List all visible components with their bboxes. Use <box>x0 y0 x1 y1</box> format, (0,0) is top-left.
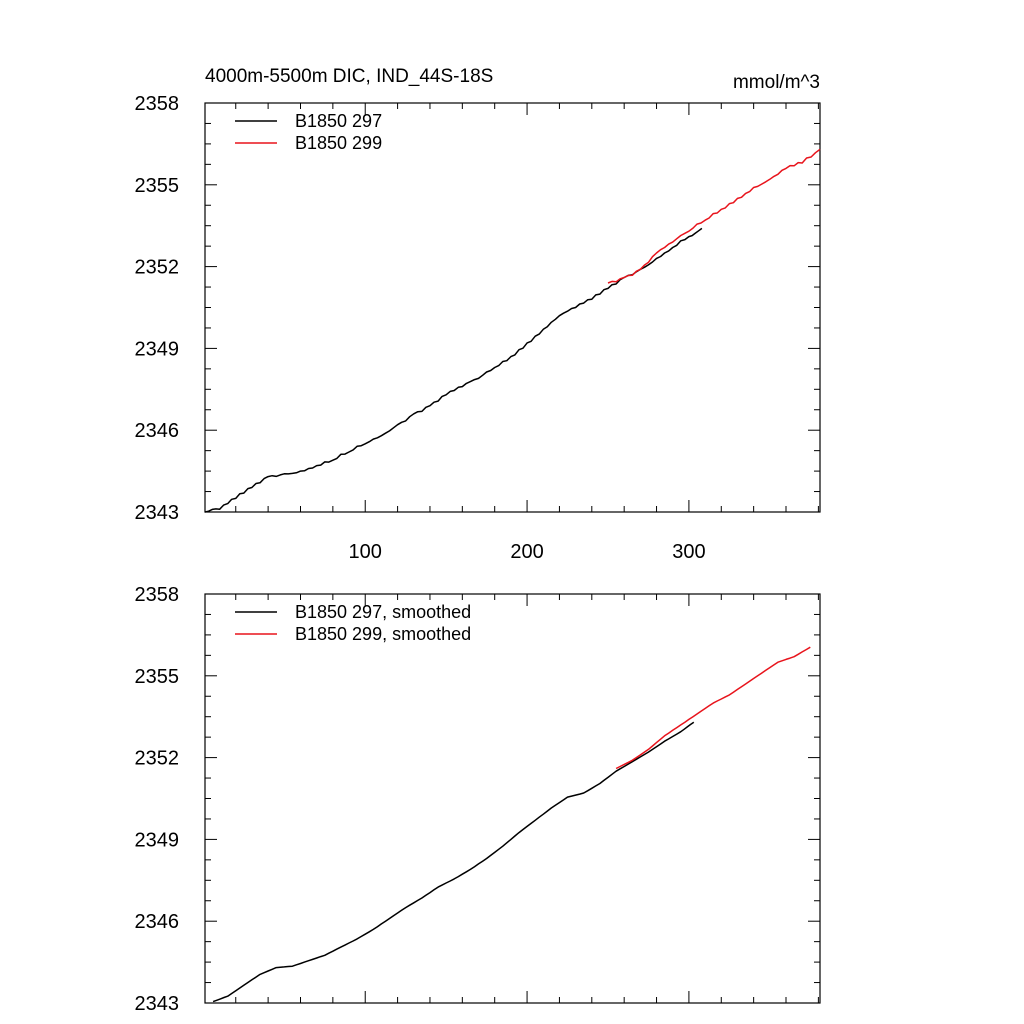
panel-1-y-tick-label: 2346 <box>135 420 180 442</box>
panel-2-series-line-297 <box>212 721 695 1003</box>
panel-2-legend-label: B1850 297, smoothed <box>295 602 471 622</box>
panel-1-y-tick-label: 2343 <box>135 502 180 524</box>
panel-1-series-line-299 <box>607 148 821 284</box>
panel-1-x-tick-label: 200 <box>510 541 543 563</box>
panel-1-legend-label: B1850 297 <box>295 111 382 131</box>
panel-2-y-tick-label: 2355 <box>135 666 180 688</box>
panel-2-y-tick-label: 2343 <box>135 993 180 1015</box>
panel-1-legend-label: B1850 299 <box>295 133 382 153</box>
panel-1-x-tick-label: 100 <box>349 541 382 563</box>
panel-2-y-tick-label: 2358 <box>135 584 180 606</box>
panel-2-legend-label: B1850 299, smoothed <box>295 624 471 644</box>
panel-1-y-tick-label: 2349 <box>135 338 180 360</box>
panel-2-y-tick-label: 2346 <box>135 911 180 933</box>
panel-2-frame <box>204 593 821 1004</box>
panel-1-series-line-297 <box>204 227 703 513</box>
panel-2-series-line-299 <box>615 646 811 770</box>
panel-1-y-tick-label: 2355 <box>135 175 180 197</box>
panel-1-y-tick-label: 2358 <box>135 93 180 115</box>
panel-1-units: mmol/m^3 <box>733 72 820 93</box>
panel-1-frame <box>204 102 821 513</box>
panel-2-y-tick-label: 2349 <box>135 829 180 851</box>
panel-1-y-tick-label: 2352 <box>135 257 180 279</box>
panel-1-x-tick-label: 300 <box>672 541 705 563</box>
panel-1-title: 4000m-5500m DIC, IND_44S-18S <box>205 66 493 87</box>
panel-2-y-tick-label: 2352 <box>135 748 180 770</box>
